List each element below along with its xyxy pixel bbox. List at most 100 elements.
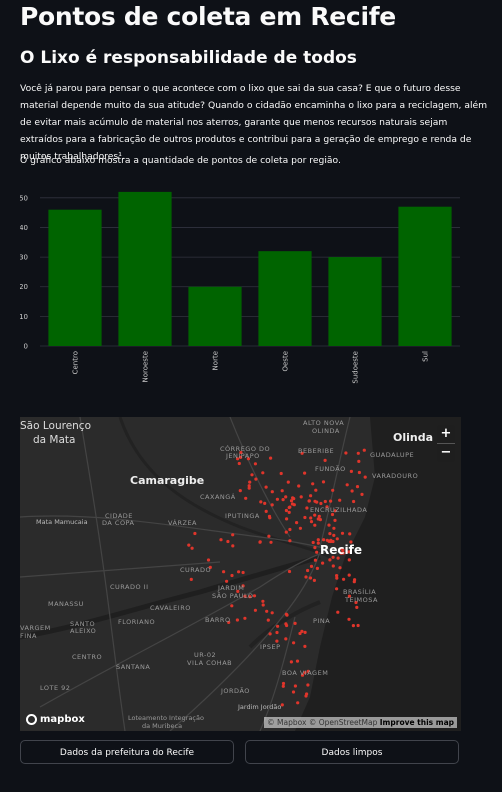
map-label: da Mata xyxy=(33,434,75,446)
collection-point-marker xyxy=(293,621,297,625)
collection-point-marker xyxy=(225,579,229,583)
zoom-in-button[interactable]: + xyxy=(440,426,452,441)
attribution-mapbox-link[interactable]: © Mapbox xyxy=(267,718,307,727)
collection-point-marker xyxy=(235,618,239,622)
map-label: OLINDA xyxy=(312,427,340,435)
collection-point-marker xyxy=(208,565,212,569)
collection-point-marker xyxy=(303,630,307,634)
map-label: BARRO xyxy=(205,616,231,624)
collection-point-marker xyxy=(312,578,316,582)
collection-point-marker xyxy=(328,532,332,536)
collection-point-marker xyxy=(304,694,308,698)
collection-point-marker xyxy=(291,496,295,500)
collection-point-marker xyxy=(189,577,193,581)
map-label: da Muribeca xyxy=(142,722,182,730)
collection-point-marker xyxy=(269,540,273,544)
collection-point-marker xyxy=(275,630,279,635)
collection-points-layer xyxy=(187,448,367,707)
map-label: CAVALEIRO xyxy=(150,604,191,612)
map-attribution: © Mapbox © OpenStreetMap Improve this ma… xyxy=(264,717,457,728)
collection-point-marker xyxy=(259,500,263,504)
clean-data-button[interactable]: Dados limpos xyxy=(245,740,459,764)
collection-point-marker xyxy=(349,540,353,544)
collection-point-marker xyxy=(241,584,245,588)
collection-point-marker xyxy=(333,509,337,513)
collection-point-marker xyxy=(288,539,292,543)
collection-point-marker xyxy=(331,488,335,492)
map-label: IPSEP xyxy=(260,643,281,651)
collection-point-marker xyxy=(247,484,251,488)
collection-point-marker xyxy=(356,623,360,628)
map-label: SANTANA xyxy=(116,663,150,671)
map-label: ENCRUZILHADA xyxy=(310,506,367,514)
collection-point-marker xyxy=(250,473,254,477)
collection-point-marker xyxy=(313,513,317,517)
collection-point-marker xyxy=(285,517,289,521)
collection-point-marker xyxy=(338,498,342,502)
collection-point-marker xyxy=(308,576,313,580)
collection-point-marker xyxy=(275,497,279,501)
collection-point-marker xyxy=(309,564,314,568)
collection-point-marker xyxy=(258,540,262,544)
collection-point-marker xyxy=(265,609,269,613)
collection-point-marker xyxy=(230,573,234,578)
page-title: Pontos de coleta em Recife xyxy=(20,2,396,31)
collection-point-marker xyxy=(295,659,300,663)
collection-point-marker xyxy=(289,499,294,503)
map-label: IPUTINGA xyxy=(225,512,260,520)
map-label: FUNDÃO xyxy=(315,464,346,473)
collection-points-map[interactable]: São Lourenço da Mata Camaragibe Recife O… xyxy=(20,417,461,731)
collection-point-marker xyxy=(304,575,308,579)
map-label: VARADOURO xyxy=(372,472,418,480)
collection-point-marker xyxy=(267,534,271,538)
improve-map-link[interactable]: Improve this map xyxy=(379,718,454,727)
collection-point-marker xyxy=(281,684,285,688)
collection-point-marker xyxy=(323,458,327,462)
collection-point-marker xyxy=(354,600,358,605)
prefeitura-data-button[interactable]: Dados da prefeitura do Recife xyxy=(20,740,234,764)
collection-point-marker xyxy=(287,569,292,574)
x-tick-label: Centro xyxy=(72,351,80,374)
collection-point-marker xyxy=(339,551,343,555)
collection-point-marker xyxy=(303,515,307,520)
collection-point-marker xyxy=(298,526,302,530)
attribution-osm-link[interactable]: © OpenStreetMap xyxy=(308,718,378,727)
collection-point-marker xyxy=(268,632,272,636)
collection-point-marker xyxy=(357,459,361,463)
mapbox-logo[interactable]: mapbox xyxy=(26,714,85,725)
x-tick-label: Sudoeste xyxy=(352,351,360,384)
map-label: FLORIANO xyxy=(118,618,155,626)
map-label: DA COPA xyxy=(102,519,135,527)
section-subtitle: O Lixo é responsabilidade de todos xyxy=(20,48,357,68)
collection-point-marker xyxy=(276,624,280,628)
collection-point-marker xyxy=(243,594,247,598)
collection-point-marker xyxy=(284,508,288,513)
bar-norte xyxy=(188,286,242,346)
collection-point-marker xyxy=(306,683,310,687)
y-tick-label: 30 xyxy=(20,254,28,262)
y-tick-label: 10 xyxy=(20,313,28,321)
collection-point-marker xyxy=(356,451,360,455)
collection-point-marker xyxy=(287,506,291,510)
collection-point-marker xyxy=(348,532,352,536)
map-label: Mata Mamucaia xyxy=(36,518,88,526)
collection-point-marker xyxy=(248,480,252,484)
zoom-divider xyxy=(437,443,455,444)
map-label: CIDADE xyxy=(105,512,133,520)
map-label: CÓRREGO DO xyxy=(220,444,270,453)
collection-point-marker xyxy=(352,499,356,504)
collection-point-marker xyxy=(246,457,250,461)
collection-point-marker xyxy=(350,489,354,493)
collection-point-marker xyxy=(237,570,241,574)
zoom-out-button[interactable]: − xyxy=(440,445,452,460)
map-label: ALTO NOVA xyxy=(303,419,344,427)
collection-point-marker xyxy=(280,703,284,707)
collection-point-marker xyxy=(318,518,322,522)
collection-point-marker xyxy=(333,518,337,522)
bar-sudoeste xyxy=(328,257,382,346)
collection-point-marker xyxy=(230,604,234,608)
collection-point-marker xyxy=(309,520,314,524)
collection-point-marker xyxy=(261,471,265,475)
collection-point-marker xyxy=(355,605,359,609)
bar-oeste xyxy=(258,251,312,346)
